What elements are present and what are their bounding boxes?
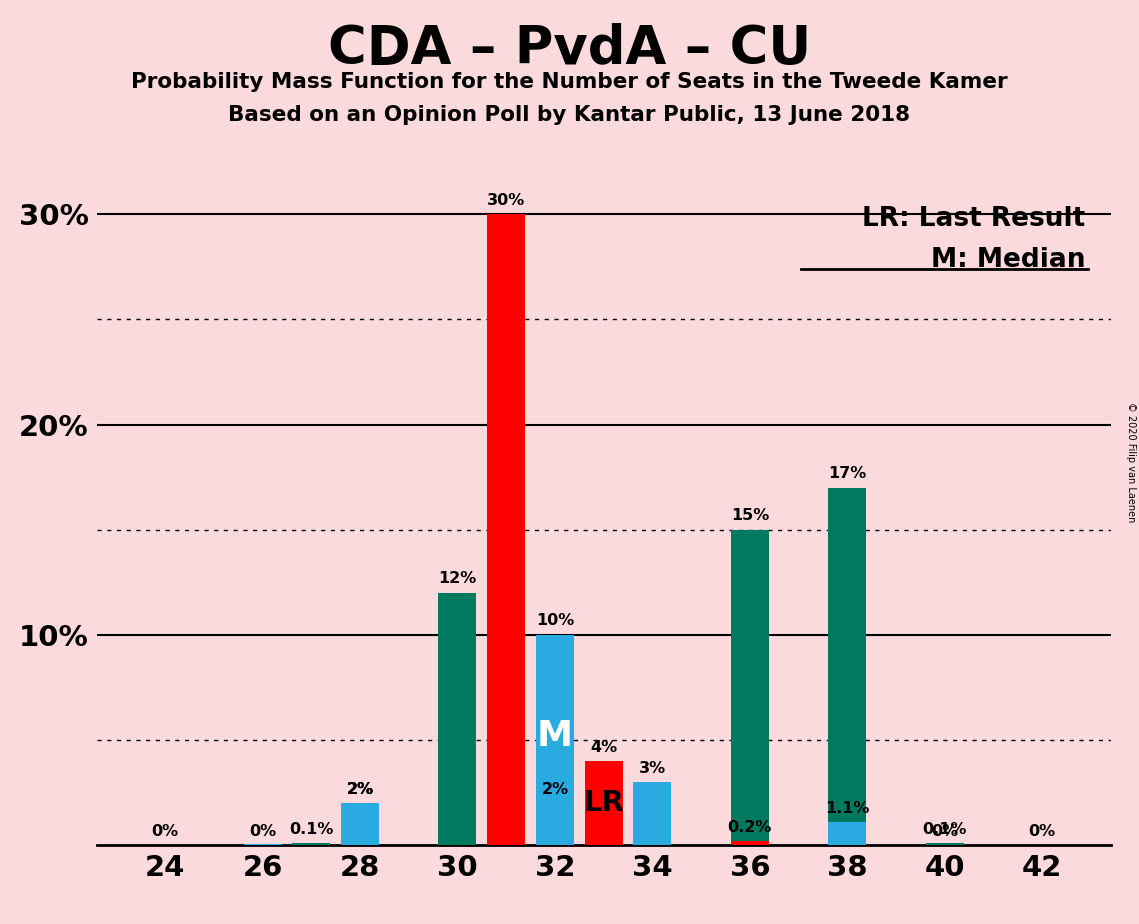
Text: 4%: 4% (590, 739, 617, 755)
Text: 10%: 10% (535, 614, 574, 628)
Bar (341, 803, 379, 845)
Bar (341, 803, 379, 845)
Text: Based on an Opinion Poll by Kantar Public, 13 June 2018: Based on an Opinion Poll by Kantar Publi… (229, 105, 910, 126)
Text: CDA – PvdA – CU: CDA – PvdA – CU (328, 23, 811, 75)
Text: 15%: 15% (731, 508, 769, 523)
Text: 0%: 0% (151, 823, 179, 839)
Bar (828, 822, 867, 845)
Text: 0%: 0% (932, 823, 958, 839)
Bar (536, 803, 574, 845)
Text: 2%: 2% (346, 782, 374, 796)
Text: LR: Last Result: LR: Last Result (862, 206, 1085, 232)
Bar (926, 844, 964, 845)
Text: Probability Mass Function for the Number of Seats in the Tweede Kamer: Probability Mass Function for the Number… (131, 72, 1008, 92)
Text: 2%: 2% (346, 782, 374, 796)
Bar (828, 488, 867, 845)
Text: 1.1%: 1.1% (825, 800, 869, 816)
Text: M: Median: M: Median (931, 248, 1085, 274)
Bar (731, 529, 769, 845)
Text: 0.1%: 0.1% (289, 821, 334, 836)
Text: 12%: 12% (439, 571, 476, 586)
Bar (731, 841, 769, 845)
Text: 0%: 0% (1029, 823, 1056, 839)
Text: M: M (536, 719, 573, 753)
Bar (439, 593, 476, 845)
Text: 3%: 3% (639, 760, 666, 775)
Text: 2%: 2% (346, 782, 374, 796)
Text: 0.2%: 0.2% (728, 820, 772, 834)
Text: 30%: 30% (487, 192, 525, 208)
Text: 0%: 0% (249, 823, 276, 839)
Bar (341, 803, 379, 845)
Bar (584, 761, 623, 845)
Bar (633, 783, 671, 845)
Text: 2%: 2% (541, 782, 568, 796)
Text: 0.1%: 0.1% (923, 821, 967, 836)
Bar (536, 635, 574, 845)
Text: © 2020 Filip van Laenen: © 2020 Filip van Laenen (1125, 402, 1136, 522)
Text: LR: LR (583, 789, 624, 818)
Bar (487, 214, 525, 845)
Bar (293, 844, 330, 845)
Text: 17%: 17% (828, 466, 867, 481)
